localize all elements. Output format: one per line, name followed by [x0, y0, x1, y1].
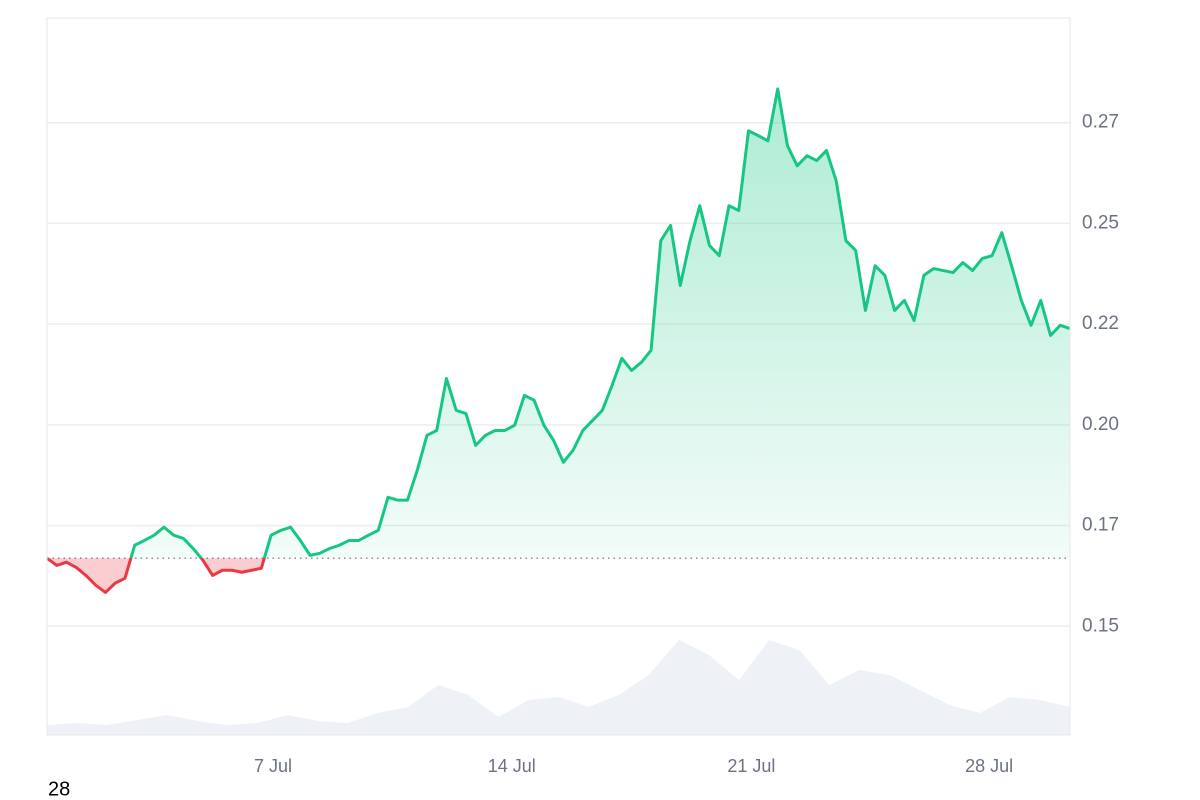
price-line-down — [46, 558, 266, 594]
x-tick-label: 21 Jul — [727, 756, 775, 776]
x-tick-label: 14 Jul — [488, 756, 536, 776]
y-tick-label: 0.17 — [1082, 515, 1119, 536]
y-tick-label: 0.27 — [1082, 112, 1119, 133]
x-tick-label: 28 Jul — [965, 756, 1013, 776]
y-tick-label: 0.22 — [1082, 313, 1119, 334]
plot-frame — [46, 17, 1071, 736]
page-label: 28 — [48, 778, 70, 800]
y-tick-label: 0.25 — [1082, 212, 1119, 233]
y-tick-label: 0.15 — [1082, 615, 1119, 636]
x-tick-label: 7 Jul — [254, 756, 292, 776]
y-tick-label: 0.20 — [1082, 414, 1119, 435]
price-line-up — [47, 87, 1071, 559]
volume-area — [47, 640, 1070, 735]
area-up — [130, 88, 1070, 559]
